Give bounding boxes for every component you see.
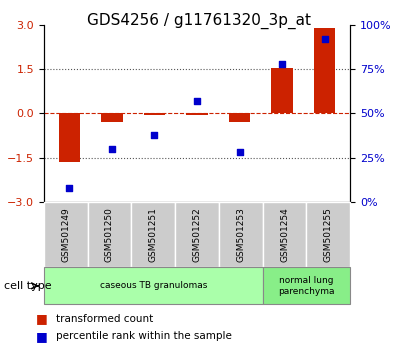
Point xyxy=(194,98,200,104)
Bar xyxy=(271,68,293,113)
Text: GDS4256 / g11761320_3p_at: GDS4256 / g11761320_3p_at xyxy=(87,12,311,29)
Text: ■: ■ xyxy=(36,312,48,325)
Text: GSM501249: GSM501249 xyxy=(61,207,70,262)
Point xyxy=(109,146,115,152)
Text: GSM501252: GSM501252 xyxy=(193,207,201,262)
Bar xyxy=(101,113,123,122)
Point xyxy=(322,36,328,42)
Bar xyxy=(229,113,250,122)
Text: cell type: cell type xyxy=(4,281,52,291)
Bar xyxy=(144,113,165,115)
Point xyxy=(151,132,158,137)
Point xyxy=(236,149,243,155)
Text: normal lung
parenchyma: normal lung parenchyma xyxy=(278,276,335,296)
Text: GSM501253: GSM501253 xyxy=(236,207,245,262)
Point xyxy=(66,185,72,190)
Text: GSM501250: GSM501250 xyxy=(105,207,114,262)
Text: percentile rank within the sample: percentile rank within the sample xyxy=(56,331,232,341)
Text: GSM501251: GSM501251 xyxy=(149,207,158,262)
Text: caseous TB granulomas: caseous TB granulomas xyxy=(100,281,207,290)
Text: GSM501254: GSM501254 xyxy=(280,207,289,262)
Bar xyxy=(186,113,208,115)
Point xyxy=(279,61,285,67)
Text: transformed count: transformed count xyxy=(56,314,153,324)
Bar xyxy=(314,28,336,113)
Bar xyxy=(59,113,80,162)
Text: GSM501255: GSM501255 xyxy=(324,207,333,262)
Text: ■: ■ xyxy=(36,330,48,343)
